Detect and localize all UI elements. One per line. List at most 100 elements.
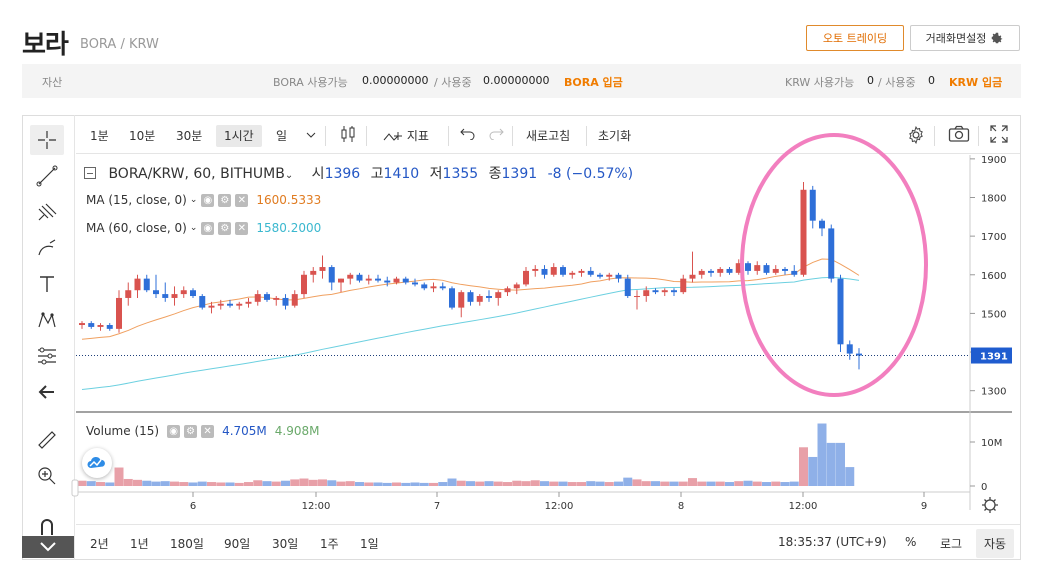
close-label: 종 — [488, 166, 502, 182]
interval-10min[interactable]: 10분 — [129, 129, 156, 143]
fullscreen-button[interactable] — [986, 125, 1012, 147]
ma60-label[interactable]: MA (60, close, 0) — [86, 221, 187, 235]
redo-button[interactable] — [484, 125, 508, 147]
candle — [328, 265, 335, 291]
percent-toggle[interactable]: % — [905, 535, 917, 549]
gear-icon[interactable]: ⚙ — [218, 221, 232, 235]
panel-resize-handle[interactable] — [71, 479, 79, 497]
candle — [273, 296, 280, 306]
brush-tool[interactable] — [30, 233, 64, 263]
candle — [106, 323, 113, 331]
screenshot-button[interactable] — [944, 125, 974, 147]
trendline-tool[interactable] — [30, 161, 64, 191]
interval-30min[interactable]: 30분 — [176, 129, 203, 143]
range-180d[interactable]: 180일 — [170, 537, 204, 551]
volume-bar — [771, 481, 781, 486]
volume-bar — [253, 480, 263, 486]
interval-day[interactable]: 일 — [276, 129, 288, 143]
krw-deposit-link[interactable]: KRW 입금 — [949, 76, 1003, 89]
interval-1min[interactable]: 1분 — [90, 129, 109, 143]
volume-bar — [558, 481, 568, 486]
range-90d[interactable]: 90일 — [224, 537, 251, 551]
prediction-tool[interactable] — [30, 341, 64, 371]
candle — [384, 276, 391, 287]
symbol-label[interactable]: BORA/KRW, 60, BITHUMB — [108, 166, 285, 182]
screen-settings-button[interactable]: 거래화면설정 — [910, 25, 1020, 51]
candle — [282, 294, 289, 310]
candle — [772, 265, 779, 275]
toolbar-collapse-button[interactable] — [22, 536, 74, 558]
crosshair-tool[interactable] — [30, 125, 64, 155]
volume-label[interactable]: Volume (15) — [86, 424, 160, 438]
auto-toggle[interactable]: 자동 — [976, 529, 1015, 558]
pitchfork-tool[interactable] — [30, 197, 64, 227]
undo-button[interactable] — [456, 125, 480, 147]
text-tool[interactable] — [30, 269, 64, 299]
candle — [356, 272, 363, 283]
range-1y[interactable]: 1년 — [130, 537, 149, 551]
time-axis-settings-icon[interactable] — [982, 497, 998, 513]
auto-trading-button[interactable]: 오토 트레이딩 — [806, 25, 904, 51]
candle — [606, 272, 613, 281]
refresh-button[interactable]: 새로고침 — [526, 129, 571, 143]
candle — [301, 270, 307, 298]
ma60-line — [81, 276, 860, 391]
gear-icon[interactable]: ⚙ — [218, 193, 232, 207]
eye-icon[interactable]: ◉ — [201, 193, 215, 207]
zoom-tool[interactable] — [30, 461, 64, 491]
close-icon[interactable]: ✕ — [235, 193, 249, 207]
krw-in-use-value: 0 — [928, 74, 935, 87]
current-price-badge — [971, 347, 1012, 364]
volume-legend: Volume (15) ◉ ⚙ ✕ 4.705M 4.908M — [86, 424, 320, 438]
magnet-tool[interactable] — [30, 511, 64, 541]
volume-bar — [595, 481, 605, 486]
ma15-label[interactable]: MA (15, close, 0) — [86, 193, 187, 207]
close-icon[interactable]: ✕ — [235, 221, 249, 235]
collapse-legend-icon[interactable] — [84, 167, 96, 179]
candle — [199, 294, 206, 310]
range-2y[interactable]: 2년 — [90, 537, 109, 551]
price-tick-label: 1500 — [981, 309, 1006, 320]
range-30d[interactable]: 30일 — [272, 537, 299, 551]
arrow-left-icon — [38, 385, 54, 399]
interval-dropdown[interactable] — [302, 125, 320, 147]
eye-icon[interactable]: ◉ — [167, 424, 181, 438]
chart-settings-button[interactable] — [902, 125, 930, 147]
pattern-tool[interactable] — [30, 305, 64, 335]
volume-bar — [318, 479, 327, 486]
close-icon[interactable]: ✕ — [201, 424, 215, 438]
bora-deposit-link[interactable]: BORA 입금 — [564, 76, 623, 89]
reset-button[interactable]: 초기화 — [598, 129, 632, 143]
current-price-label: 1391 — [980, 352, 1008, 363]
chart-type-button[interactable] — [336, 125, 360, 147]
volume-bar — [567, 482, 577, 486]
candle — [597, 272, 603, 279]
range-1w[interactable]: 1주 — [320, 537, 339, 551]
candle — [504, 286, 511, 297]
volume-bar — [355, 482, 364, 486]
volume-bar — [456, 480, 466, 486]
eye-icon[interactable]: ◉ — [201, 221, 215, 235]
back-tool[interactable] — [30, 377, 64, 407]
fullscreen-icon — [990, 125, 1008, 143]
ruler-tool[interactable] — [30, 425, 64, 455]
range-bar: 2년 1년 180일 90일 30일 1주 1일 18:35:37 (UTC+9… — [76, 524, 1020, 559]
gear-icon[interactable]: ⚙ — [184, 424, 198, 438]
gear-icon — [909, 125, 923, 145]
volume-bar — [142, 480, 152, 486]
volume-bar — [151, 481, 161, 486]
tradingview-logo[interactable] — [82, 448, 112, 478]
interval-1hour[interactable]: 1시간 — [216, 125, 262, 147]
range-1d[interactable]: 1일 — [360, 537, 379, 551]
candle — [375, 274, 381, 283]
volume-bar — [392, 482, 401, 486]
candle — [476, 294, 483, 306]
volume-bar — [207, 482, 216, 486]
chevron-down-icon[interactable]: ⌄ — [284, 170, 294, 181]
candle — [264, 292, 270, 302]
log-toggle[interactable]: 로그 — [940, 537, 963, 551]
indicator-button[interactable]: 지표 — [379, 125, 433, 147]
candle — [310, 267, 317, 283]
volume-bar — [521, 481, 531, 486]
